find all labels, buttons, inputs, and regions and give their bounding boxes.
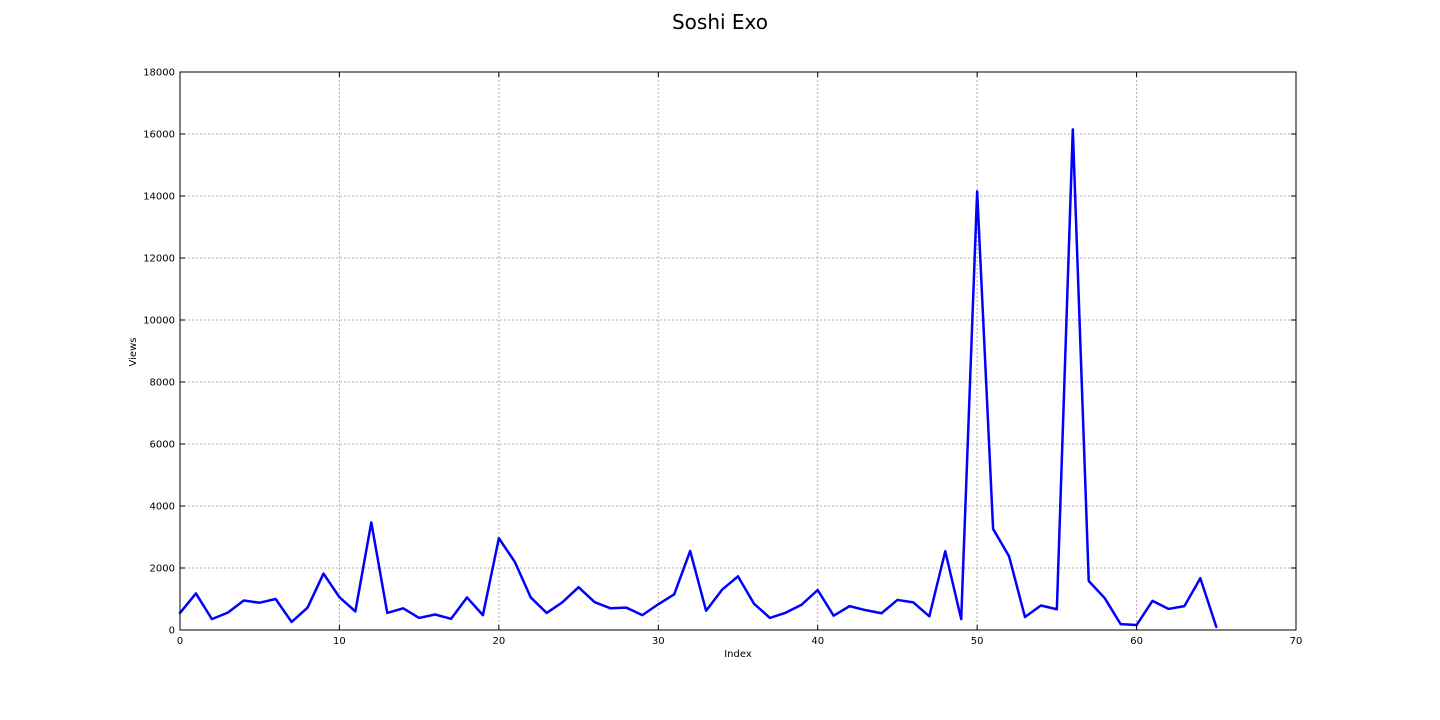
data-point (864, 608, 868, 612)
data-point (433, 613, 437, 617)
data-point (704, 609, 708, 613)
data-point (1198, 576, 1202, 580)
data-point (991, 527, 995, 531)
data-point (258, 601, 262, 605)
data-point (577, 585, 581, 589)
data-point (513, 560, 517, 564)
data-point (1166, 607, 1170, 611)
data-point (656, 602, 660, 606)
data-point (417, 616, 421, 620)
y-axis-label: Views (128, 338, 139, 367)
y-tick-label: 18000 (143, 68, 175, 79)
data-point (369, 520, 373, 524)
tick-layer: 0 10 20 30 40 50 60 70 0 2000 4000 6000 8000 10000 120… (143, 68, 1302, 648)
data-point (337, 595, 341, 599)
y-tick-label: 16000 (143, 130, 175, 141)
data-point (1023, 615, 1027, 619)
data-point (497, 536, 501, 540)
x-tick-label: 20 (492, 636, 505, 647)
data-point (688, 549, 692, 553)
data-point (481, 613, 485, 617)
y-tick-label: 2000 (150, 564, 175, 575)
data-point (1119, 622, 1123, 626)
data-point (784, 611, 788, 615)
data-point (624, 606, 628, 610)
data-point (1103, 596, 1107, 600)
x-tick-label: 10 (333, 636, 346, 647)
data-point (752, 602, 756, 606)
x-axis-label: Index (724, 649, 752, 660)
y-tick-label: 12000 (143, 254, 175, 265)
data-point (210, 617, 214, 621)
data-point (736, 574, 740, 578)
y-tick-label: 14000 (143, 192, 175, 203)
data-point (1071, 127, 1075, 131)
x-tick-label: 60 (1130, 636, 1143, 647)
data-point (449, 617, 453, 621)
grid-layer (180, 72, 1296, 630)
data-point (1182, 604, 1186, 608)
data-point (1151, 599, 1155, 603)
series-layer (178, 127, 1218, 629)
data-point (895, 598, 899, 602)
data-point (529, 595, 533, 599)
data-point (290, 620, 294, 624)
data-point (848, 604, 852, 608)
chart-title: Soshi Exo (672, 10, 768, 34)
y-tick-label: 10000 (143, 316, 175, 327)
data-point (975, 189, 979, 193)
data-point (593, 600, 597, 604)
data-point (672, 592, 676, 596)
y-tick-label: 0 (169, 626, 175, 637)
x-tick-label: 0 (177, 636, 183, 647)
data-point (768, 616, 772, 620)
data-point (1087, 579, 1091, 583)
x-tick-label: 40 (811, 636, 824, 647)
y-tick-label: 8000 (150, 378, 175, 389)
data-point (640, 613, 644, 617)
data-point (879, 611, 883, 615)
data-point (226, 611, 230, 615)
series-line (178, 128, 1218, 629)
x-tick-label: 50 (971, 636, 984, 647)
data-point (800, 603, 804, 607)
data-point (385, 611, 389, 615)
data-point (608, 606, 612, 610)
data-point (274, 597, 278, 601)
data-point (401, 606, 405, 610)
data-point (816, 588, 820, 592)
data-point (1214, 625, 1218, 629)
data-point (911, 600, 915, 604)
data-point (927, 614, 931, 618)
y-tick-label: 6000 (150, 440, 175, 451)
data-point (242, 599, 246, 603)
data-point (353, 609, 357, 613)
data-point (545, 611, 549, 615)
x-tick-label: 30 (652, 636, 665, 647)
data-point (832, 614, 836, 618)
data-point (1007, 554, 1011, 558)
data-point (306, 606, 310, 610)
data-point (720, 588, 724, 592)
data-point (561, 600, 565, 604)
x-tick-label: 70 (1290, 636, 1303, 647)
y-tick-label: 4000 (150, 502, 175, 513)
data-point (465, 595, 469, 599)
data-point (321, 572, 325, 576)
plot-frame (179, 71, 1297, 631)
data-point (1039, 604, 1043, 608)
data-point (1055, 607, 1059, 611)
data-point (959, 617, 963, 621)
data-point (194, 591, 198, 595)
data-point (943, 549, 947, 553)
